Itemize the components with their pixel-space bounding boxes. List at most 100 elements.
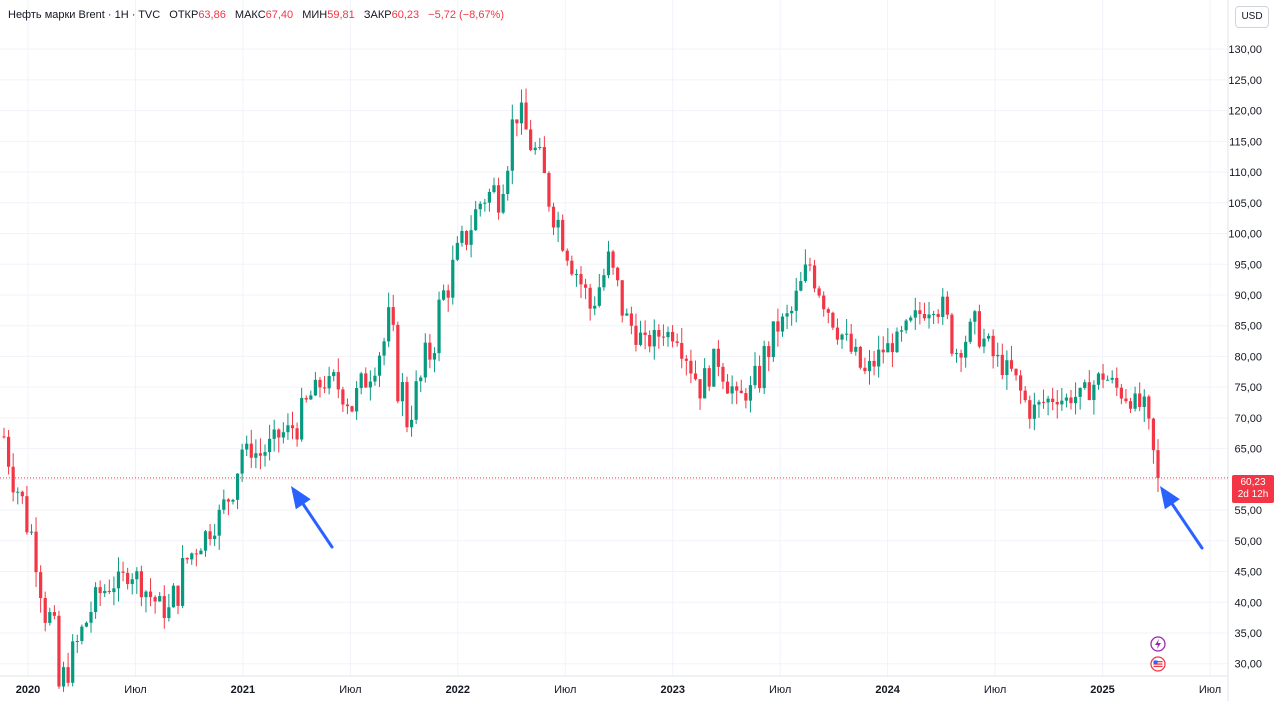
candle-body [959, 353, 963, 358]
candle-body [858, 346, 862, 368]
x-tick-label: Июл [554, 684, 576, 696]
y-tick-label: 45,00 [1234, 567, 1262, 579]
candle-body [785, 313, 789, 317]
candle-body [725, 381, 730, 394]
candle-body [519, 102, 524, 124]
candle-body [309, 395, 313, 400]
candle-body [25, 496, 29, 533]
legend-close-value: 60,23 [391, 9, 420, 21]
candle-body [1069, 397, 1073, 404]
candle-body [1037, 401, 1041, 405]
candle-body [716, 348, 720, 367]
legend-open-label: ОТКР [169, 9, 199, 21]
candle-body [162, 596, 166, 619]
candle-body [634, 325, 638, 345]
candle-body [277, 429, 281, 438]
candle-body [199, 550, 203, 555]
candle-body [927, 314, 931, 319]
candle-body [1005, 360, 1009, 376]
candle-body [272, 429, 276, 439]
y-tick-label: 65,00 [1234, 444, 1262, 456]
candle-body [39, 572, 43, 599]
candle-body [1019, 375, 1023, 391]
candle-body [1064, 397, 1069, 401]
candle-body [501, 193, 505, 213]
candle-body [116, 571, 121, 589]
candle-body [387, 307, 391, 342]
candle-body [190, 553, 194, 560]
x-tick-label: Июл [1199, 684, 1221, 696]
candle-body [1156, 450, 1160, 478]
candle-body [89, 612, 93, 623]
candle-body [446, 290, 450, 298]
us-flag-icon[interactable] [1150, 656, 1166, 672]
x-tick-label: Июл [769, 684, 791, 696]
candle-body [538, 147, 542, 149]
candle-body [281, 432, 285, 438]
currency-button[interactable]: USD [1235, 6, 1269, 28]
candle-body [877, 349, 881, 367]
candle-body [574, 274, 579, 276]
legend-high-label: МАКС [234, 9, 266, 21]
lightning-icon[interactable] [1150, 636, 1166, 652]
y-tick-label: 110,00 [1229, 167, 1262, 179]
candle-body [2, 436, 6, 438]
candle-body [263, 452, 267, 456]
candle-body [492, 185, 496, 192]
candle-body [854, 346, 858, 352]
candle-body [913, 310, 917, 318]
candle-body [1128, 401, 1133, 409]
y-tick-label: 80,00 [1234, 351, 1262, 363]
candle-body [753, 365, 757, 386]
candle-body [295, 428, 299, 440]
candle-body [322, 387, 327, 389]
candle-body [757, 365, 762, 389]
candle-body [739, 390, 743, 394]
legend-low-label: МИН [302, 9, 328, 21]
candle-body [304, 397, 308, 400]
candle-body [460, 231, 464, 243]
candle-body [414, 381, 418, 420]
candle-body [556, 219, 560, 228]
candle-body [1028, 400, 1032, 419]
candle-body [886, 343, 890, 353]
candle-body [194, 553, 198, 555]
candle-body [364, 373, 368, 388]
candle-body [840, 334, 844, 340]
legend-symbol: Нефть марки Brent · 1H · TVC [8, 9, 161, 21]
candle-body [355, 388, 359, 412]
candle-body [226, 499, 230, 502]
candle-body [812, 265, 817, 289]
candle-body [638, 332, 643, 345]
candle-body [652, 330, 656, 347]
candle-body [112, 588, 116, 593]
candle-body [11, 466, 15, 493]
candle-body [996, 354, 1000, 357]
y-tick-label: 55,00 [1234, 505, 1262, 517]
y-tick-label: 70,00 [1234, 413, 1262, 425]
candle-body [1096, 373, 1101, 385]
candle-body [675, 341, 679, 344]
candle-body [313, 379, 317, 396]
candle-body [121, 571, 125, 573]
candle-body [144, 591, 148, 598]
legend-low-value: 59,81 [327, 9, 355, 21]
candle-body [6, 436, 11, 467]
candle-body [1151, 418, 1156, 451]
candle-body [693, 373, 698, 380]
legend-change: −5,72 (−8,67%) [428, 9, 505, 21]
candle-body [620, 280, 624, 316]
candle-body [1083, 382, 1087, 388]
candle-body [918, 310, 922, 314]
candle-body [478, 203, 482, 210]
candle-body [203, 531, 208, 551]
candle-body [835, 327, 840, 340]
y-tick-label: 75,00 [1234, 382, 1262, 394]
candle-body [1009, 360, 1014, 369]
candle-body [945, 296, 949, 315]
candle-body [254, 453, 258, 458]
candle-body [968, 321, 972, 342]
last-price-tag[interactable]: 60,23 2d 12h [1232, 475, 1274, 503]
